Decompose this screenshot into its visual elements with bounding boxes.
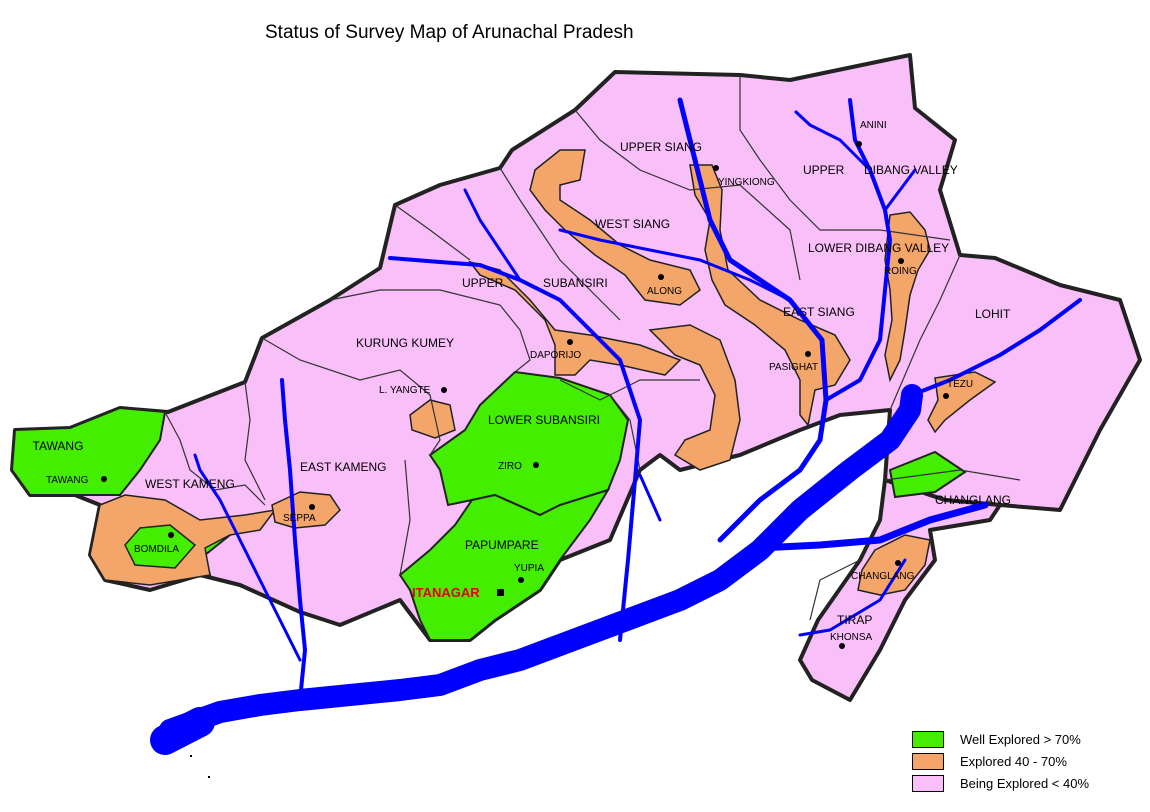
town-label-daporijo: DAPORIJO xyxy=(530,350,581,361)
town-label-pasighat: PASIGHAT xyxy=(769,362,818,373)
town-label-changlang: CHANGLANG xyxy=(851,571,915,582)
town-label-khonsa: KHONSA xyxy=(830,632,873,643)
district-label-lohit: LOHIT xyxy=(975,307,1011,321)
district-label-west-siang: WEST SIANG xyxy=(595,217,670,231)
district-label-lower-dibang: LOWER DIBANG VALLEY xyxy=(808,241,949,255)
map-legend: Well Explored > 70% Explored 40 - 70% Be… xyxy=(912,728,1089,794)
yangte-orange xyxy=(409,399,456,439)
town-label-anini: ANINI xyxy=(860,120,887,131)
district-label-tirap: TIRAP xyxy=(837,613,872,627)
district-label-east-siang: EAST SIANG xyxy=(783,305,855,319)
town-label-bomdila: BOMDILA xyxy=(134,544,179,555)
town-label-along: ALONG xyxy=(647,286,682,297)
legend-item-being-explored: Being Explored < 40% xyxy=(912,772,1089,794)
legend-label-explored: Explored 40 - 70% xyxy=(960,753,1067,769)
tawang-zone xyxy=(10,406,167,496)
map-title: Status of Survey Map of Arunachal Prades… xyxy=(265,22,634,43)
town-label-yingkiong: YINGKIONG xyxy=(718,177,775,188)
district-label-papumpare: PAPUMPARE xyxy=(465,538,539,552)
changlang-orange xyxy=(857,534,931,596)
town-label-tezu: TEZU xyxy=(947,379,973,390)
district-label-west-kameng: WEST KAMENG xyxy=(145,477,235,491)
papumpare-zone xyxy=(398,488,611,641)
capital-label: ITANAGAR xyxy=(412,585,480,600)
town-markers xyxy=(101,141,949,649)
legend-swatch-explored xyxy=(912,752,944,770)
legend-swatch-well xyxy=(912,730,944,748)
town-label-roing: ROING xyxy=(884,266,917,277)
siang-hook-orange xyxy=(648,324,741,471)
district-label-east-kameng: EAST KAMENG xyxy=(300,460,386,474)
district-label-changlang: CHANGLANG xyxy=(935,493,1011,507)
legend-label-well: Well Explored > 70% xyxy=(960,731,1081,747)
town-label-ziro: ZIRO xyxy=(498,461,522,472)
district-label-upper-subansiri-2: SUBANSIRI xyxy=(543,276,608,290)
town-label-tawang: TAWANG xyxy=(46,475,89,486)
town-label-l-yangte: L. YANGTE xyxy=(379,385,431,396)
district-label-upper-dibang-1: UPPER xyxy=(803,163,845,177)
legend-swatch-being xyxy=(912,774,944,792)
tezu-orange xyxy=(927,371,997,434)
town-label-seppa: SEPPA xyxy=(283,513,316,524)
legend-label-being: Being Explored < 40% xyxy=(960,775,1090,791)
district-label-lower-subansiri: LOWER SUBANSIRI xyxy=(488,413,600,427)
legend-item-explored: Explored 40 - 70% xyxy=(912,750,1089,772)
river-network xyxy=(150,97,1082,755)
district-label-upper-subansiri-1: UPPER xyxy=(462,276,504,290)
district-label-kurung-kumey: KURUNG KUMEY xyxy=(356,336,454,350)
district-boundaries xyxy=(164,75,1021,621)
legend-item-well-explored: Well Explored > 70% xyxy=(912,728,1089,750)
seppa-orange xyxy=(271,491,341,529)
district-label-upper-siang: UPPER SIANG xyxy=(620,140,702,154)
town-label-yupia: YUPIA xyxy=(514,563,544,574)
district-label-upper-dibang-2: DIBANG VALLEY xyxy=(864,163,958,177)
roing-orange xyxy=(884,211,931,383)
district-label-tawang: TAWANG xyxy=(33,439,84,453)
